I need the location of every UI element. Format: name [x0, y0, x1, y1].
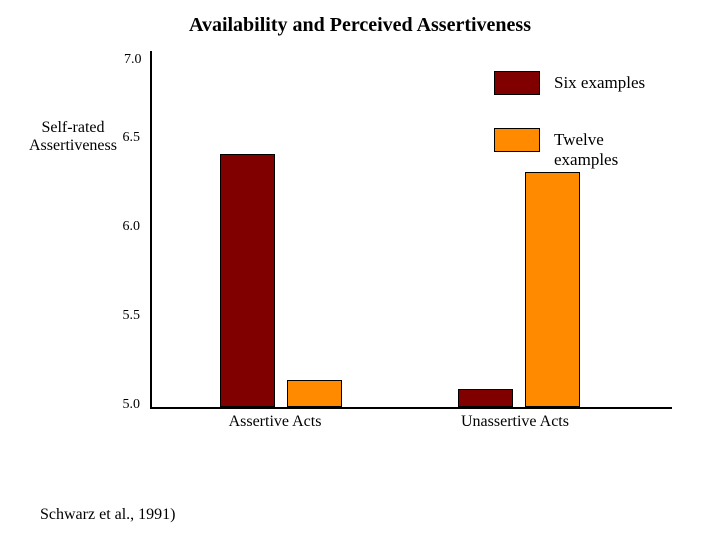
chart-title: Availability and Perceived Assertiveness: [0, 0, 720, 37]
ytick: 5.0: [20, 397, 140, 413]
chart-container: 7.0 Self-rated Assertiveness 6.5 6.0 5.5…: [0, 37, 720, 467]
ytick: 7.0: [124, 52, 142, 67]
ytick-7: 7.0: [124, 52, 142, 67]
x-label-assertive: Assertive Acts: [190, 413, 360, 431]
bar-unassertive-twelve: [525, 172, 580, 407]
bar-unassertive-six: [458, 389, 513, 407]
bar-assertive-twelve: [287, 380, 342, 407]
x-label-unassertive: Unassertive Acts: [430, 413, 600, 431]
legend-swatch-twelve: [494, 128, 540, 152]
ytick: 6.5: [20, 130, 140, 146]
citation: Schwarz et al., 1991): [40, 506, 176, 524]
bar-assertive-six: [220, 154, 275, 407]
legend-label-six: Six examples: [554, 73, 645, 93]
ytick: 5.5: [20, 308, 140, 324]
legend-label-twelve: Twelve examples: [554, 130, 672, 170]
legend-swatch-six: [494, 71, 540, 95]
plot-area: 6.5 6.0 5.5 5.0 Six examples Twelve exam…: [150, 51, 672, 409]
ytick: 6.0: [20, 219, 140, 235]
